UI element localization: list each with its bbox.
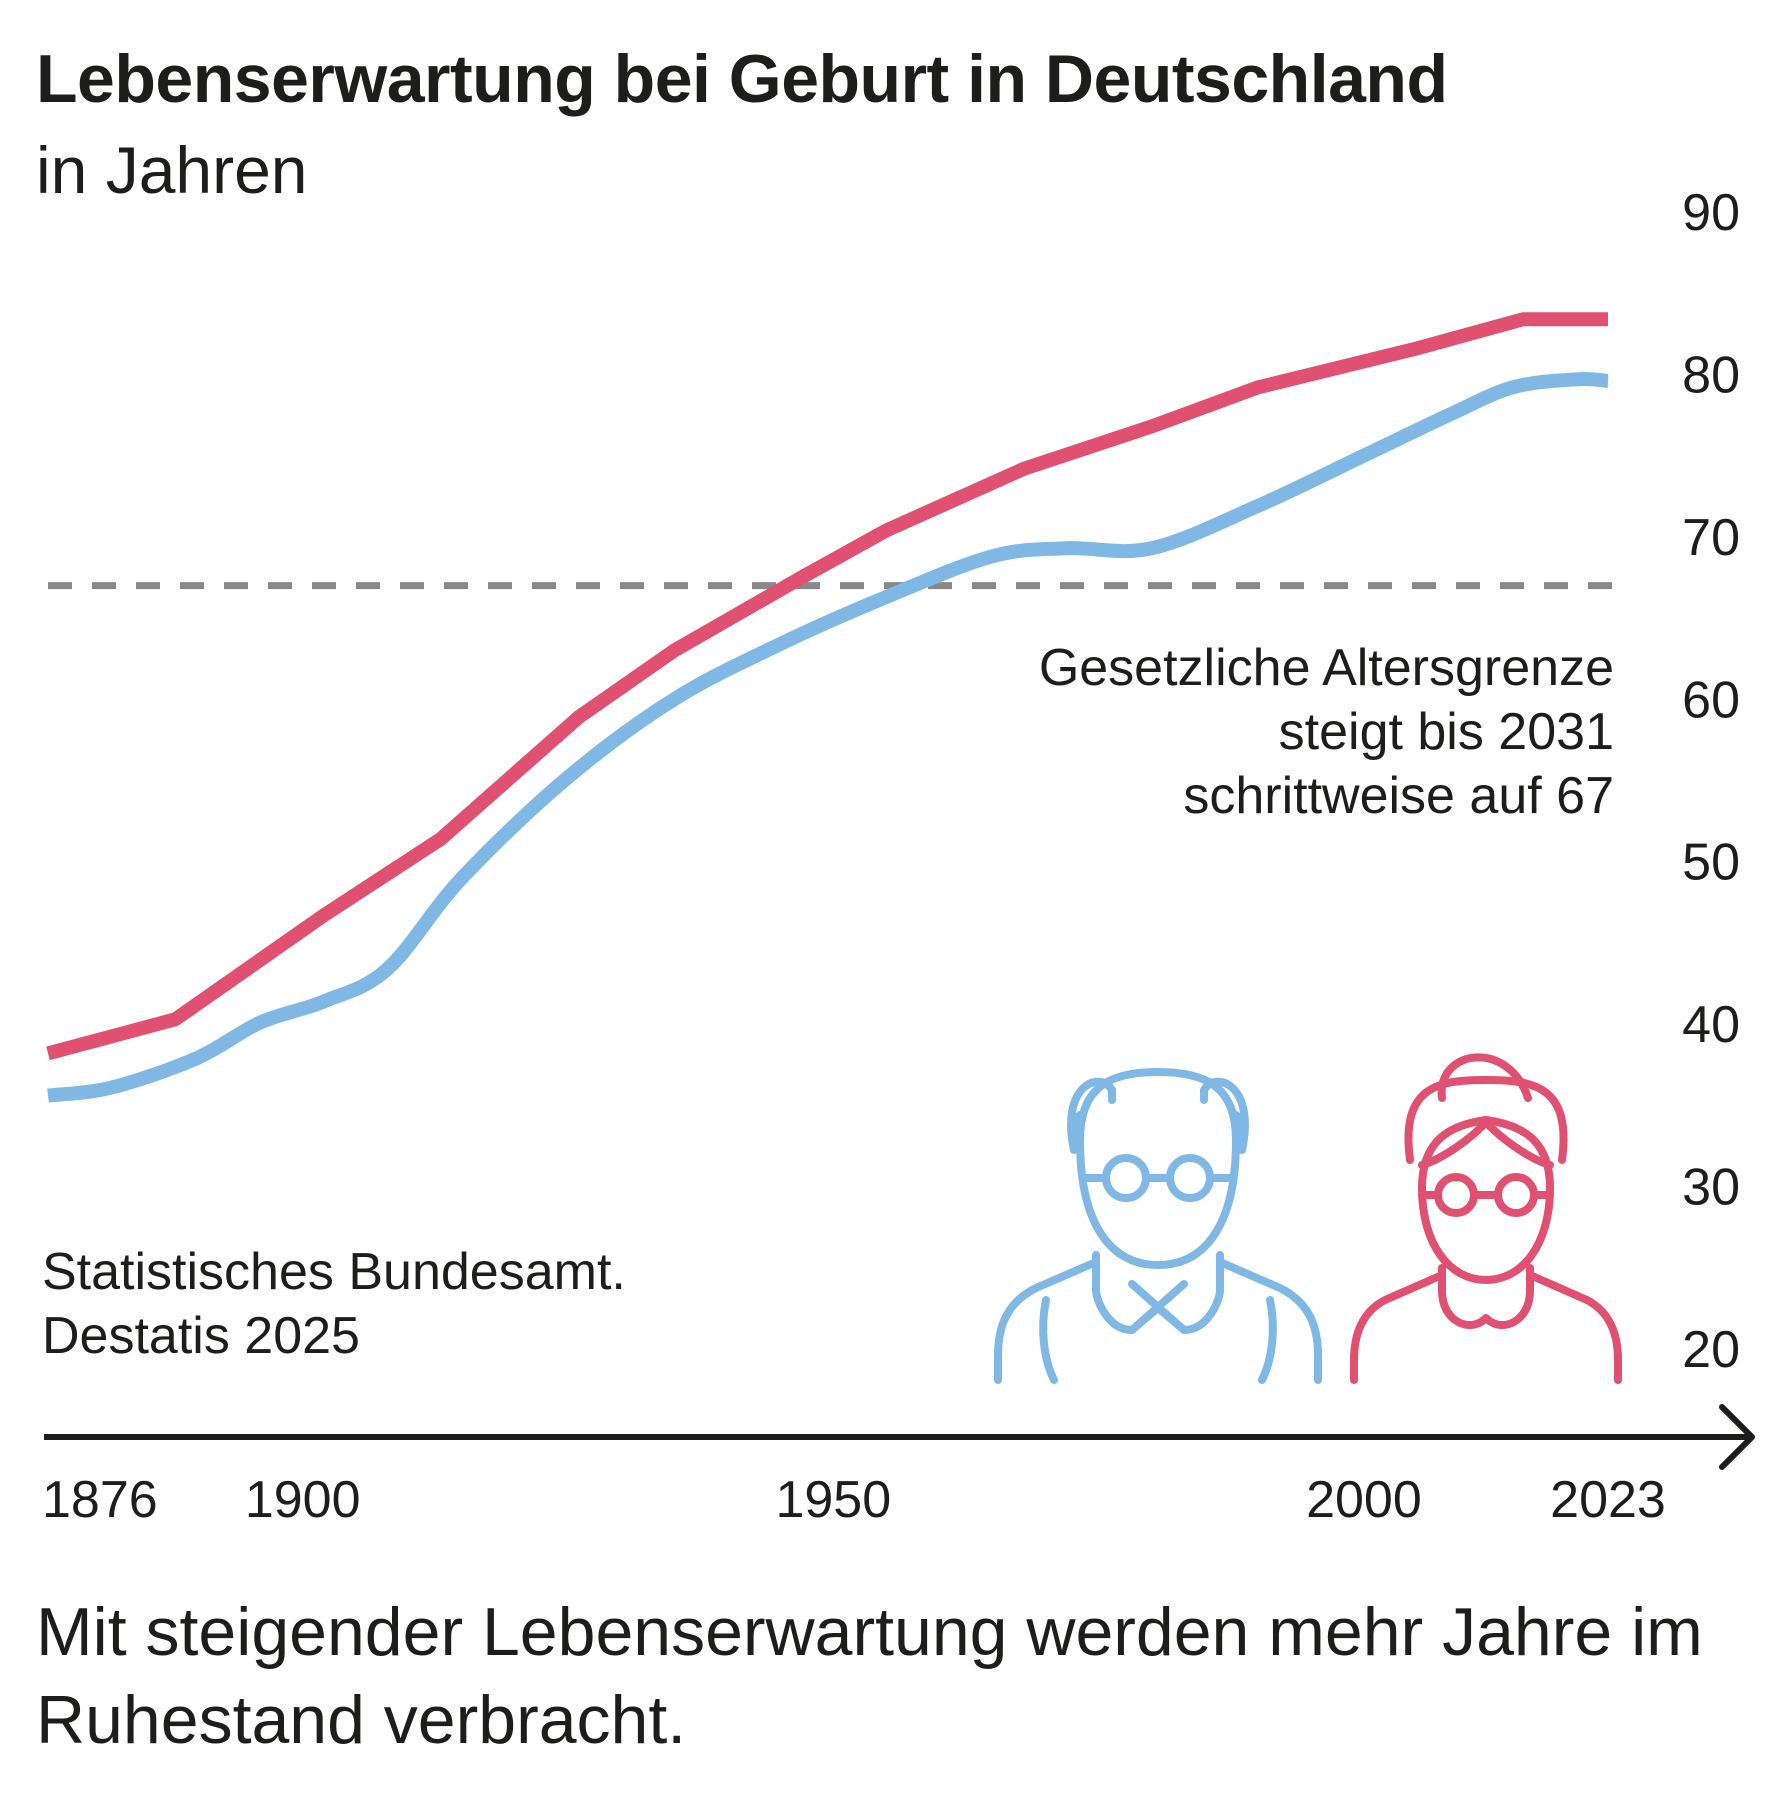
- old-woman-icon: [1350, 1053, 1622, 1384]
- x-tick-label: 1876: [42, 1471, 158, 1529]
- annotation-line: steigt bis 2031: [1278, 703, 1614, 761]
- y-tick-label: 30: [1682, 1159, 1740, 1217]
- series-line-female: [46, 312, 1608, 1061]
- chart-subtitle: in Jahren: [36, 133, 308, 207]
- chart-title: Lebenserwartung bei Geburt in Deutschlan…: [36, 41, 1448, 117]
- y-tick-label: 70: [1682, 509, 1740, 567]
- series-line-male: [47, 372, 1609, 1103]
- y-tick-label: 90: [1682, 184, 1740, 242]
- old-man-icon: [994, 1068, 1322, 1384]
- source-note: Statistisches Bundesamt. Destatis 2025: [42, 1240, 626, 1368]
- retirement-age-annotation: Gesetzliche Altersgrenze steigt bis 2031…: [1039, 636, 1614, 828]
- x-tick-label: 2000: [1306, 1471, 1422, 1529]
- y-tick-label: 40: [1682, 996, 1740, 1054]
- x-axis-arrow-icon: [1719, 1404, 1755, 1470]
- y-tick-label: 20: [1682, 1321, 1740, 1379]
- source-line: Statistisches Bundesamt.: [42, 1243, 626, 1301]
- x-tick-label: 2023: [1550, 1471, 1666, 1529]
- caption: Mit steigender Lebenserwartung werden me…: [36, 1594, 1703, 1758]
- annotation-line: Gesetzliche Altersgrenze: [1038, 639, 1614, 697]
- x-tick-label: 1950: [775, 1471, 891, 1529]
- annotation-line: schrittweise auf 67: [1183, 767, 1614, 825]
- x-tick-label: 1900: [245, 1471, 361, 1529]
- y-tick-label: 50: [1682, 834, 1740, 892]
- y-tick-label: 80: [1682, 346, 1740, 404]
- source-line: Destatis 2025: [42, 1307, 360, 1365]
- y-tick-label: 60: [1682, 671, 1740, 729]
